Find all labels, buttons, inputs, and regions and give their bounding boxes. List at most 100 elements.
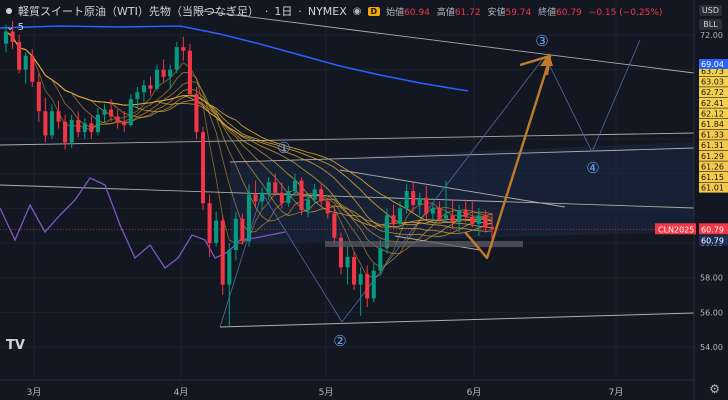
candle — [391, 204, 396, 230]
wave-label-1: ① — [277, 139, 290, 157]
source-badge[interactable]: D — [367, 6, 381, 16]
candle-body — [286, 191, 291, 204]
candle — [95, 107, 100, 136]
y-tick-label: 56.00 — [700, 308, 723, 317]
candle — [371, 263, 376, 302]
candle-body — [36, 81, 41, 112]
wave-label-3: ③ — [535, 32, 548, 50]
chart-header: 軽質スイート原油（WTI）先物（当限つなぎ足） · 1日 · NYMEX ◉ D… — [6, 3, 666, 19]
candle — [115, 109, 120, 129]
ribbon-label: 61.26 — [701, 162, 724, 171]
candle-body — [56, 111, 61, 122]
projection-segment — [591, 39, 641, 153]
candle-body — [417, 197, 422, 205]
candle — [292, 173, 298, 197]
ribbon-label-bg — [699, 129, 728, 140]
line-1 — [229, 147, 695, 163]
candle-body — [102, 109, 107, 115]
candle-body — [260, 192, 265, 202]
candle-body — [240, 218, 245, 242]
candle — [214, 211, 219, 247]
candle — [49, 104, 55, 139]
ribbon-label: 61.29 — [701, 152, 724, 161]
candle-body — [43, 111, 48, 136]
candle-body — [424, 197, 429, 214]
collapse-chevron-icon[interactable]: ⌄ — [6, 22, 15, 33]
candle — [240, 213, 245, 245]
candle — [470, 201, 475, 228]
candle — [312, 184, 317, 204]
candle — [43, 97, 48, 143]
candle-body — [227, 249, 232, 285]
candle-body — [411, 191, 416, 205]
candle — [411, 182, 416, 212]
candles — [3, 21, 495, 327]
candle-body — [109, 109, 114, 117]
candle-body — [489, 226, 495, 230]
candle — [266, 177, 271, 200]
high-label: 高値 — [436, 7, 455, 18]
candle-body — [214, 220, 219, 243]
candle-body — [470, 217, 475, 224]
candle — [3, 24, 9, 53]
candle-body — [378, 248, 383, 271]
candle-body — [398, 208, 403, 224]
ribbon-label-bg — [699, 87, 728, 98]
horizontal-line-upper — [0, 132, 695, 146]
currency-button[interactable]: USD — [698, 5, 722, 16]
ribbon-label-bg — [699, 76, 728, 87]
last-price-label-2: 60.79 — [701, 236, 724, 245]
candle-body — [404, 191, 409, 209]
candle-body — [76, 119, 81, 133]
interval-label[interactable]: 1日 — [274, 5, 293, 18]
candle — [148, 76, 153, 96]
ribbon-label-bg — [699, 66, 728, 76]
candle-body — [443, 215, 449, 219]
candle — [56, 100, 61, 129]
symbol-price-label: CLN2025 — [658, 225, 694, 234]
forecast-arrow — [464, 57, 552, 260]
candle-body — [194, 93, 199, 133]
ribbon-label-bg — [699, 150, 728, 161]
candle-body — [181, 47, 186, 51]
low-label: 安値 — [487, 7, 506, 18]
candle-body — [95, 114, 100, 133]
blue-ma-label: 69.04 — [701, 60, 724, 69]
unit-button[interactable]: BLL — [698, 19, 722, 30]
support-line — [219, 312, 695, 328]
candle-body — [352, 256, 357, 285]
gear-icon[interactable]: ⚙ — [709, 382, 720, 396]
ribbon-label: 62.12 — [701, 109, 724, 118]
candle — [227, 243, 232, 327]
indicator-legend[interactable]: ⌄ 5 — [6, 22, 24, 33]
candle — [246, 184, 252, 247]
candle — [17, 35, 22, 74]
ribbon-label: 61.01 — [701, 184, 724, 193]
candle — [404, 184, 409, 214]
price-scale-toolbar: USD BLL — [698, 5, 722, 30]
candle — [450, 199, 455, 228]
candle — [174, 41, 179, 74]
line-mid — [0, 184, 695, 209]
candle-body — [141, 85, 146, 93]
candle — [82, 118, 87, 139]
candle — [437, 201, 442, 223]
candle — [253, 180, 258, 207]
candle-body — [17, 41, 22, 70]
ribbon-label-bg — [699, 108, 728, 119]
candle — [483, 210, 488, 233]
symbol-title[interactable]: 軽質スイート原油（WTI）先物（当限つなぎ足） — [18, 5, 259, 18]
ohlc-readout: 始値60.94 高値61.72 安値59.74 終値60.79 −0.15 (−… — [386, 5, 666, 18]
candle-body — [115, 116, 120, 122]
eye-icon[interactable]: ◉ — [352, 5, 362, 17]
candle — [194, 87, 199, 139]
candle — [30, 48, 35, 87]
projection-segment — [261, 192, 343, 323]
tradingview-logo-icon[interactable]: 𝗧𝗩 — [6, 338, 25, 353]
candle — [443, 180, 449, 223]
candle-body — [266, 182, 271, 193]
candle — [476, 208, 481, 237]
last-price-label-bg — [699, 223, 728, 235]
wave-label-4: ④ — [586, 159, 599, 177]
